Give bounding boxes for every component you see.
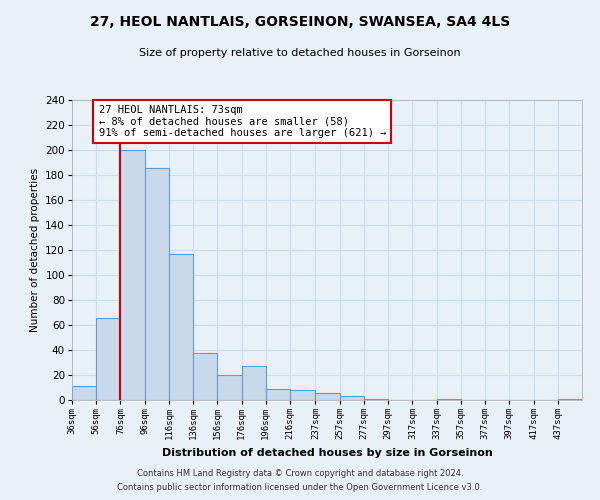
Text: 27 HEOL NANTLAIS: 73sqm
← 8% of detached houses are smaller (58)
91% of semi-det: 27 HEOL NANTLAIS: 73sqm ← 8% of detached… (98, 105, 386, 138)
Bar (266, 389, 290, 400)
Text: Size of property relative to detached houses in Gorseinon: Size of property relative to detached ho… (139, 48, 461, 58)
Text: Contains HM Land Registry data © Crown copyright and database right 2024.: Contains HM Land Registry data © Crown c… (137, 468, 463, 477)
Bar (121, 150, 145, 400)
X-axis label: Distribution of detached houses by size in Gorseinon: Distribution of detached houses by size … (161, 448, 493, 458)
Bar (364, 399, 388, 400)
Bar (290, 390, 316, 400)
Bar (169, 254, 193, 400)
Bar (72, 386, 96, 400)
Bar (193, 352, 217, 400)
Bar (437, 399, 461, 400)
Bar (96, 318, 121, 400)
Bar (145, 168, 169, 400)
Bar (558, 399, 582, 400)
Y-axis label: Number of detached properties: Number of detached properties (30, 168, 40, 332)
Bar (340, 396, 364, 400)
Text: Contains public sector information licensed under the Open Government Licence v3: Contains public sector information licen… (118, 484, 482, 492)
Text: 27, HEOL NANTLAIS, GORSEINON, SWANSEA, SA4 4LS: 27, HEOL NANTLAIS, GORSEINON, SWANSEA, S… (90, 15, 510, 29)
Bar (316, 392, 340, 400)
Bar (242, 366, 266, 400)
Bar (217, 375, 242, 400)
